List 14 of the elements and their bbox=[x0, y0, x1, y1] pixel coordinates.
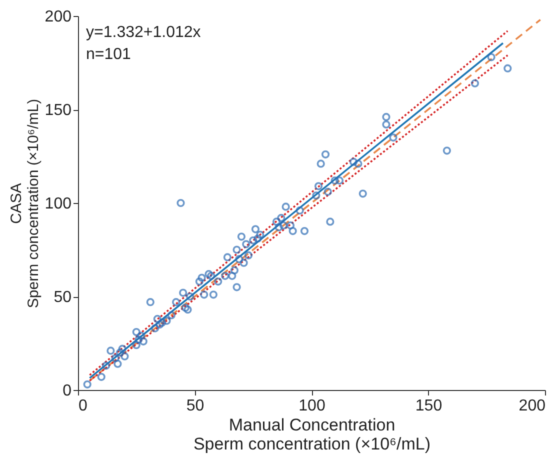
y-tick-label: 50 bbox=[54, 289, 72, 306]
x-tick-label: 100 bbox=[298, 398, 326, 414]
x-tick-label: 50 bbox=[186, 398, 204, 414]
annotation: y=1.332+1.012x bbox=[86, 24, 201, 41]
y-tick-label: 150 bbox=[44, 102, 72, 119]
y-tick-label: 100 bbox=[44, 196, 72, 212]
x-tick-label: 150 bbox=[415, 398, 442, 414]
y-axis-title: CASA Sperm concentration (×10⁶/mL) bbox=[8, 98, 42, 308]
y-tick-label: 0 bbox=[62, 382, 72, 400]
y-tick-label: 200 bbox=[44, 8, 72, 26]
x-axis-title: Manual Concentration Sperm concentration (×10⁶/mL) bbox=[193, 416, 431, 454]
x-tick-label: 0 bbox=[78, 398, 88, 414]
x-tick-label: 200 bbox=[518, 398, 546, 414]
annotation: n=101 bbox=[86, 46, 132, 63]
